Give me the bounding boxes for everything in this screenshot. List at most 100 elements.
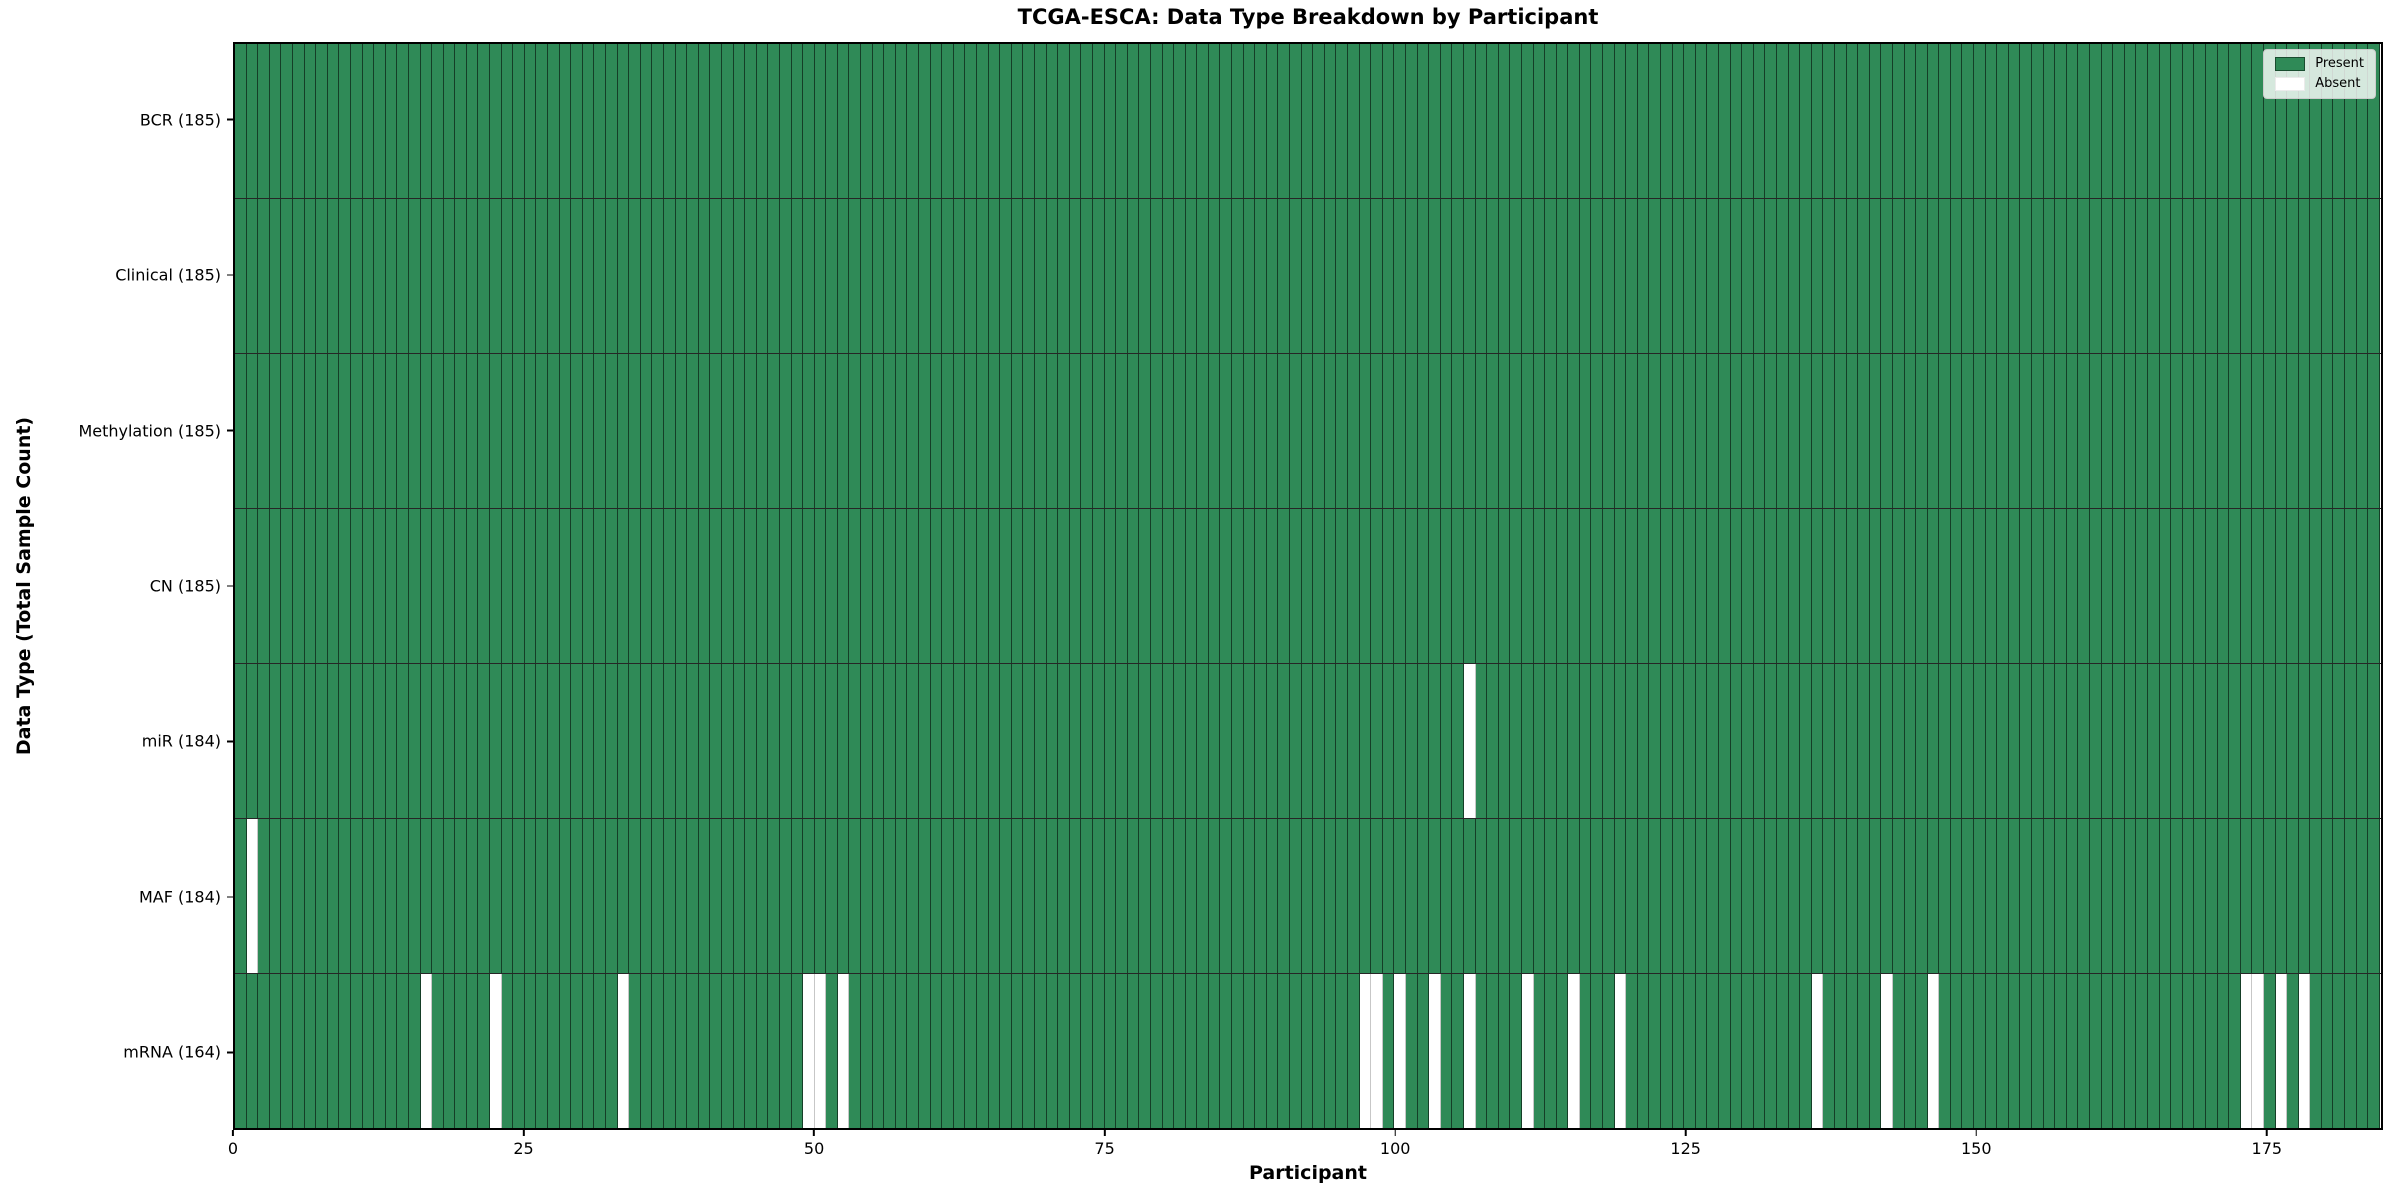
heatmap-cell (1579, 664, 1592, 818)
heatmap-cell (443, 664, 456, 818)
y-tick-mark (227, 740, 233, 743)
heatmap-cell (826, 354, 838, 508)
heatmap-cell (1487, 354, 1499, 508)
heatmap-cell (1127, 44, 1140, 198)
heatmap-cell (1104, 199, 1117, 353)
heatmap-cell (1765, 819, 1777, 973)
heatmap-cell (1811, 199, 1824, 353)
heatmap-cell (606, 974, 618, 1128)
heatmap-cell (571, 974, 583, 1128)
heatmap-cell (292, 664, 305, 818)
heatmap-cell (1243, 509, 1256, 663)
heatmap-cell (2345, 199, 2357, 353)
heatmap-cell (2287, 44, 2299, 198)
heatmap-cell (397, 509, 409, 663)
heatmap-cell (1382, 199, 1395, 353)
heatmap-cell (1208, 199, 1221, 353)
heatmap-cell (490, 974, 502, 1128)
heatmap-cell (756, 509, 769, 663)
x-tick-mark (522, 1130, 525, 1136)
heatmap-cell (2032, 974, 2044, 1128)
heatmap-cell (408, 199, 421, 353)
heatmap-cell (246, 199, 259, 353)
heatmap-cell (1776, 509, 1789, 663)
heatmap-cell (490, 199, 502, 353)
heatmap-cell (594, 509, 606, 663)
heatmap-cell (420, 354, 433, 508)
heatmap-cell (432, 354, 444, 508)
x-tick-label: 150 (1960, 1139, 1992, 1158)
heatmap-cell (1324, 354, 1337, 508)
heatmap-cell (1765, 664, 1777, 818)
heatmap-cell (1985, 509, 1998, 663)
heatmap-cell (1881, 199, 1893, 353)
heatmap-cell (582, 199, 595, 353)
heatmap-cell (1197, 354, 1209, 508)
heatmap-cell (2321, 44, 2334, 198)
heatmap-cell (2066, 664, 2079, 818)
heatmap-cell (1266, 354, 1279, 508)
heatmap-cell (1255, 974, 1267, 1128)
heatmap-cell (1405, 354, 1418, 508)
heatmap-cell (1962, 44, 1975, 198)
y-tick-mark (227, 118, 233, 121)
heatmap-cell (1753, 509, 1766, 663)
heatmap-cell (2159, 974, 2172, 1128)
heatmap-cell (374, 819, 386, 973)
heatmap-cell (1765, 354, 1777, 508)
heatmap-cell (953, 509, 966, 663)
heatmap-cell (1220, 354, 1233, 508)
heatmap-cell (1730, 199, 1743, 353)
x-axis-label: Participant (1248, 1162, 1367, 1184)
heatmap-cell (1429, 199, 1441, 353)
x-axis-ticks: 0 25 50 75 100 125 150 175 (228, 1130, 2383, 1170)
heatmap-cell (443, 819, 456, 973)
heatmap-cell (629, 199, 641, 353)
heatmap-cell (362, 974, 375, 1128)
heatmap-cell (803, 354, 815, 508)
heatmap-cell (1603, 354, 1615, 508)
y-tick-mark (227, 429, 233, 432)
x-tick-label: 0 (227, 1139, 239, 1158)
heatmap-cell (1440, 354, 1453, 508)
heatmap-cell (1521, 44, 1534, 198)
heatmap-cell (1869, 974, 1882, 1128)
heatmap-cell (733, 509, 746, 663)
heatmap-cell (1962, 819, 1975, 973)
heatmap-cell (861, 354, 873, 508)
heatmap-cell (1533, 974, 1546, 1128)
heatmap-cell (1974, 199, 1986, 353)
heatmap-cell (466, 819, 479, 973)
heatmap-cell (1927, 974, 1940, 1128)
heatmap-cell (1046, 664, 1059, 818)
y-axis-ticks: BCR (185) Clinical (185) Methylation (185)… (0, 42, 233, 1130)
heatmap-cell (629, 44, 641, 198)
heatmap-cell (884, 974, 896, 1128)
heatmap-cell (1150, 354, 1163, 508)
heatmap-cell (1000, 509, 1012, 663)
heatmap-cell (756, 44, 769, 198)
heatmap-cell (385, 199, 398, 353)
heatmap-cell (1429, 819, 1441, 973)
heatmap-cell (1545, 354, 1557, 508)
heatmap-cell (907, 509, 920, 663)
heatmap-cell (1997, 199, 2009, 353)
heatmap-cell (1394, 44, 1406, 198)
heatmap-cell (292, 44, 305, 198)
heatmap-cell (1266, 664, 1279, 818)
y-tick: Methylation (185) (78, 421, 233, 440)
heatmap-cell (1058, 354, 1070, 508)
heatmap-cell (1730, 44, 1743, 198)
heatmap-cell (1232, 354, 1244, 508)
heatmap-cell (1232, 509, 1244, 663)
y-tick: CN (185) (150, 577, 233, 596)
heatmap-cell (1463, 819, 1476, 973)
heatmap-cell (1139, 664, 1151, 818)
heatmap-cell (1278, 664, 1291, 818)
heatmap-cell (1765, 44, 1777, 198)
heatmap-cell (2229, 199, 2241, 353)
heatmap-cell (443, 354, 456, 508)
heatmap-cell (1556, 664, 1569, 818)
heatmap-cell (791, 664, 804, 818)
heatmap-cell (1440, 819, 1453, 973)
